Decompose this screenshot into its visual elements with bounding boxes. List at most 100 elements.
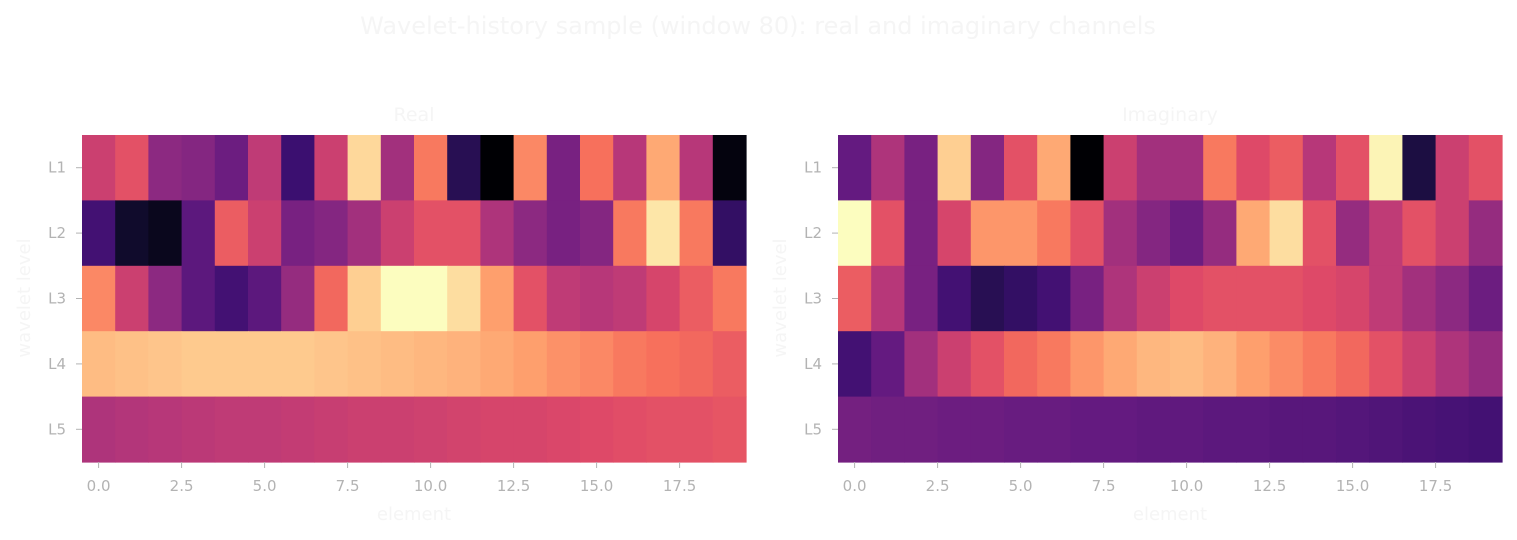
imaginary-y-axis-label: wavelet level	[770, 238, 791, 357]
real-y-axis-label: wavelet level	[14, 238, 35, 357]
imaginary-y-ticks: L1 L2 L3 L4 L5	[804, 159, 838, 438]
imaginary-cell-L4-10	[1170, 331, 1204, 398]
imaginary-x-tick-label: 5.0	[1009, 477, 1033, 495]
real-cell-L3-4	[214, 265, 249, 332]
real-x-ticks: 0.0 2.5 5.0 7.5 10.0 12.5 15.0 17.5	[87, 462, 696, 495]
real-cell-L4-8	[347, 331, 382, 398]
imaginary-cell-L4-8	[1103, 331, 1138, 398]
imaginary-cell-L3-7	[1070, 265, 1105, 332]
imaginary-cell-L4-7	[1070, 331, 1105, 398]
imaginary-cell-L5-15	[1336, 396, 1370, 463]
real-cell-L1-18	[679, 135, 714, 201]
imaginary-cell-L3-12	[1236, 265, 1271, 332]
real-cell-L2-17	[646, 200, 681, 267]
real-cell-L4-5	[248, 331, 282, 398]
imaginary-cell-L3-13	[1269, 265, 1304, 332]
real-cell-L5-19	[712, 396, 747, 463]
real-cell-L5-13	[513, 396, 548, 463]
real-cell-L1-9	[380, 135, 415, 201]
imaginary-heatmap-panel: Imaginary 0.0 2.5 5.0 7.5 10.0 12.5 15.0 17.5 L…	[770, 104, 1503, 525]
imaginary-cell-L1-9	[1136, 135, 1171, 201]
imaginary-cell-L3-15	[1336, 265, 1370, 332]
imaginary-cell-L1-17	[1402, 135, 1437, 201]
imaginary-cell-L2-19	[1468, 200, 1503, 267]
imaginary-cell-L4-11	[1203, 331, 1237, 398]
imaginary-cell-L1-11	[1203, 135, 1237, 201]
real-cell-L3-3	[181, 265, 216, 332]
imaginary-cell-L2-8	[1103, 200, 1138, 267]
real-y-ticks: L1 L2 L3 L4 L5	[48, 159, 82, 438]
real-y-tick-label: L2	[48, 224, 66, 242]
imaginary-cell-L5-0	[838, 396, 872, 463]
real-cell-L5-4	[214, 396, 249, 463]
imaginary-cell-L4-12	[1236, 331, 1271, 398]
real-cell-L3-19	[712, 265, 747, 332]
real-cell-L5-15	[580, 396, 614, 463]
imaginary-cell-L4-19	[1468, 331, 1503, 398]
real-cell-L1-8	[347, 135, 382, 201]
real-cell-L5-1	[115, 396, 149, 463]
real-heatmap-panel: Real 0.0 2.5 5.0 7.5 10.0 12.5 15.0 17.5 L1 L2 L3…	[14, 104, 747, 525]
real-cell-L5-9	[380, 396, 415, 463]
real-cell-L1-5	[248, 135, 282, 201]
imaginary-cell-L4-2	[904, 331, 939, 398]
imaginary-cell-L3-1	[871, 265, 905, 332]
imaginary-cell-L2-2	[904, 200, 939, 267]
imaginary-cell-L5-17	[1402, 396, 1437, 463]
imaginary-heatmap-cells	[838, 135, 1503, 463]
imaginary-cell-L5-6	[1037, 396, 1071, 463]
imaginary-cell-L2-15	[1336, 200, 1370, 267]
imaginary-cell-L5-3	[937, 396, 972, 463]
real-cell-L2-16	[613, 200, 647, 267]
imaginary-cell-L5-13	[1269, 396, 1304, 463]
real-cell-L4-3	[181, 331, 216, 398]
imaginary-cell-L1-3	[937, 135, 972, 201]
imaginary-cell-L1-2	[904, 135, 939, 201]
imaginary-cell-L5-9	[1136, 396, 1171, 463]
real-cell-L3-11	[447, 265, 481, 332]
figure-title: Wavelet-history sample (window 80): real…	[360, 12, 1156, 40]
real-cell-L3-5	[248, 265, 282, 332]
imaginary-cell-L5-19	[1468, 396, 1503, 463]
imaginary-cell-L4-5	[1004, 331, 1038, 398]
real-cell-L1-12	[480, 135, 515, 201]
imaginary-cell-L4-13	[1269, 331, 1304, 398]
imaginary-cell-L1-4	[970, 135, 1005, 201]
real-cell-L1-19	[712, 135, 747, 201]
real-cell-L3-14	[546, 265, 581, 332]
imaginary-cell-L2-16	[1369, 200, 1403, 267]
real-cell-L1-1	[115, 135, 149, 201]
imaginary-cell-L1-0	[838, 135, 872, 201]
real-cell-L3-18	[679, 265, 714, 332]
imaginary-cell-L1-1	[871, 135, 905, 201]
real-cell-L3-6	[281, 265, 315, 332]
real-cell-L2-11	[447, 200, 481, 267]
real-y-tick-label: L5	[48, 420, 66, 438]
imaginary-cell-L1-6	[1037, 135, 1071, 201]
real-cell-L1-16	[613, 135, 647, 201]
real-cell-L2-7	[314, 200, 349, 267]
real-cell-L4-17	[646, 331, 681, 398]
real-cell-L4-16	[613, 331, 647, 398]
real-cell-L5-2	[148, 396, 183, 463]
real-cell-L1-14	[546, 135, 581, 201]
imaginary-cell-L4-14	[1302, 331, 1337, 398]
real-cell-L2-9	[380, 200, 415, 267]
real-cell-L2-13	[513, 200, 548, 267]
real-cell-L5-8	[347, 396, 382, 463]
real-cell-L5-18	[679, 396, 714, 463]
imaginary-cell-L2-0	[838, 200, 872, 267]
imaginary-cell-L3-19	[1468, 265, 1503, 332]
imaginary-cell-L3-6	[1037, 265, 1071, 332]
real-cell-L4-13	[513, 331, 548, 398]
imaginary-cell-L4-15	[1336, 331, 1370, 398]
real-cell-L2-15	[580, 200, 614, 267]
imaginary-cell-L2-3	[937, 200, 972, 267]
real-cell-L4-2	[148, 331, 183, 398]
real-cell-L1-4	[214, 135, 249, 201]
imaginary-cell-L4-4	[970, 331, 1005, 398]
imaginary-x-tick-label: 0.0	[843, 477, 867, 495]
imaginary-cell-L3-10	[1170, 265, 1204, 332]
imaginary-cell-L3-4	[970, 265, 1005, 332]
